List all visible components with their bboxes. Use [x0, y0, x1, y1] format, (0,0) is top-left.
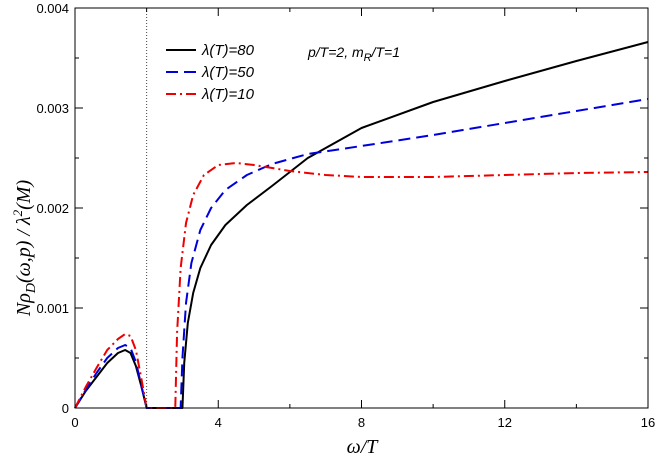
x-tick-label: 0 [71, 415, 78, 430]
x-tick-label: 12 [498, 415, 512, 430]
x-tick-label: 4 [215, 415, 222, 430]
series-line-3 [74, 162, 649, 409]
series-line-2 [74, 98, 649, 409]
x-tick-label: 8 [358, 415, 365, 430]
y-tick-label: 0.004 [36, 1, 69, 16]
plot-frame [74, 7, 649, 409]
series-line-1 [74, 41, 649, 409]
legend-label-3: λ(T)=10 [201, 86, 255, 103]
y-axis-title: NρD(ω,p) / λ2(M) [10, 180, 39, 318]
y-tick-label: 0.002 [36, 201, 69, 216]
legend: λ(T)=80 λ(T)=50 λ(T)=10 [166, 42, 255, 103]
y-tick-label: 0.001 [36, 301, 69, 316]
series-layer [74, 41, 649, 409]
legend-label-2: λ(T)=50 [201, 64, 255, 81]
y-tick-label: 0.003 [36, 101, 69, 116]
x-tick-label: 16 [641, 415, 655, 430]
legend-label-1: λ(T)=80 [201, 42, 255, 59]
tick-layer: 0 4 8 12 16 0 0.001 0.002 0.003 0.004 [36, 1, 655, 430]
y-tick-label: 0 [62, 401, 69, 416]
x-axis-title: ω/T [347, 436, 380, 458]
annotation-text: p/T=2, mR/T=1 [307, 44, 400, 64]
